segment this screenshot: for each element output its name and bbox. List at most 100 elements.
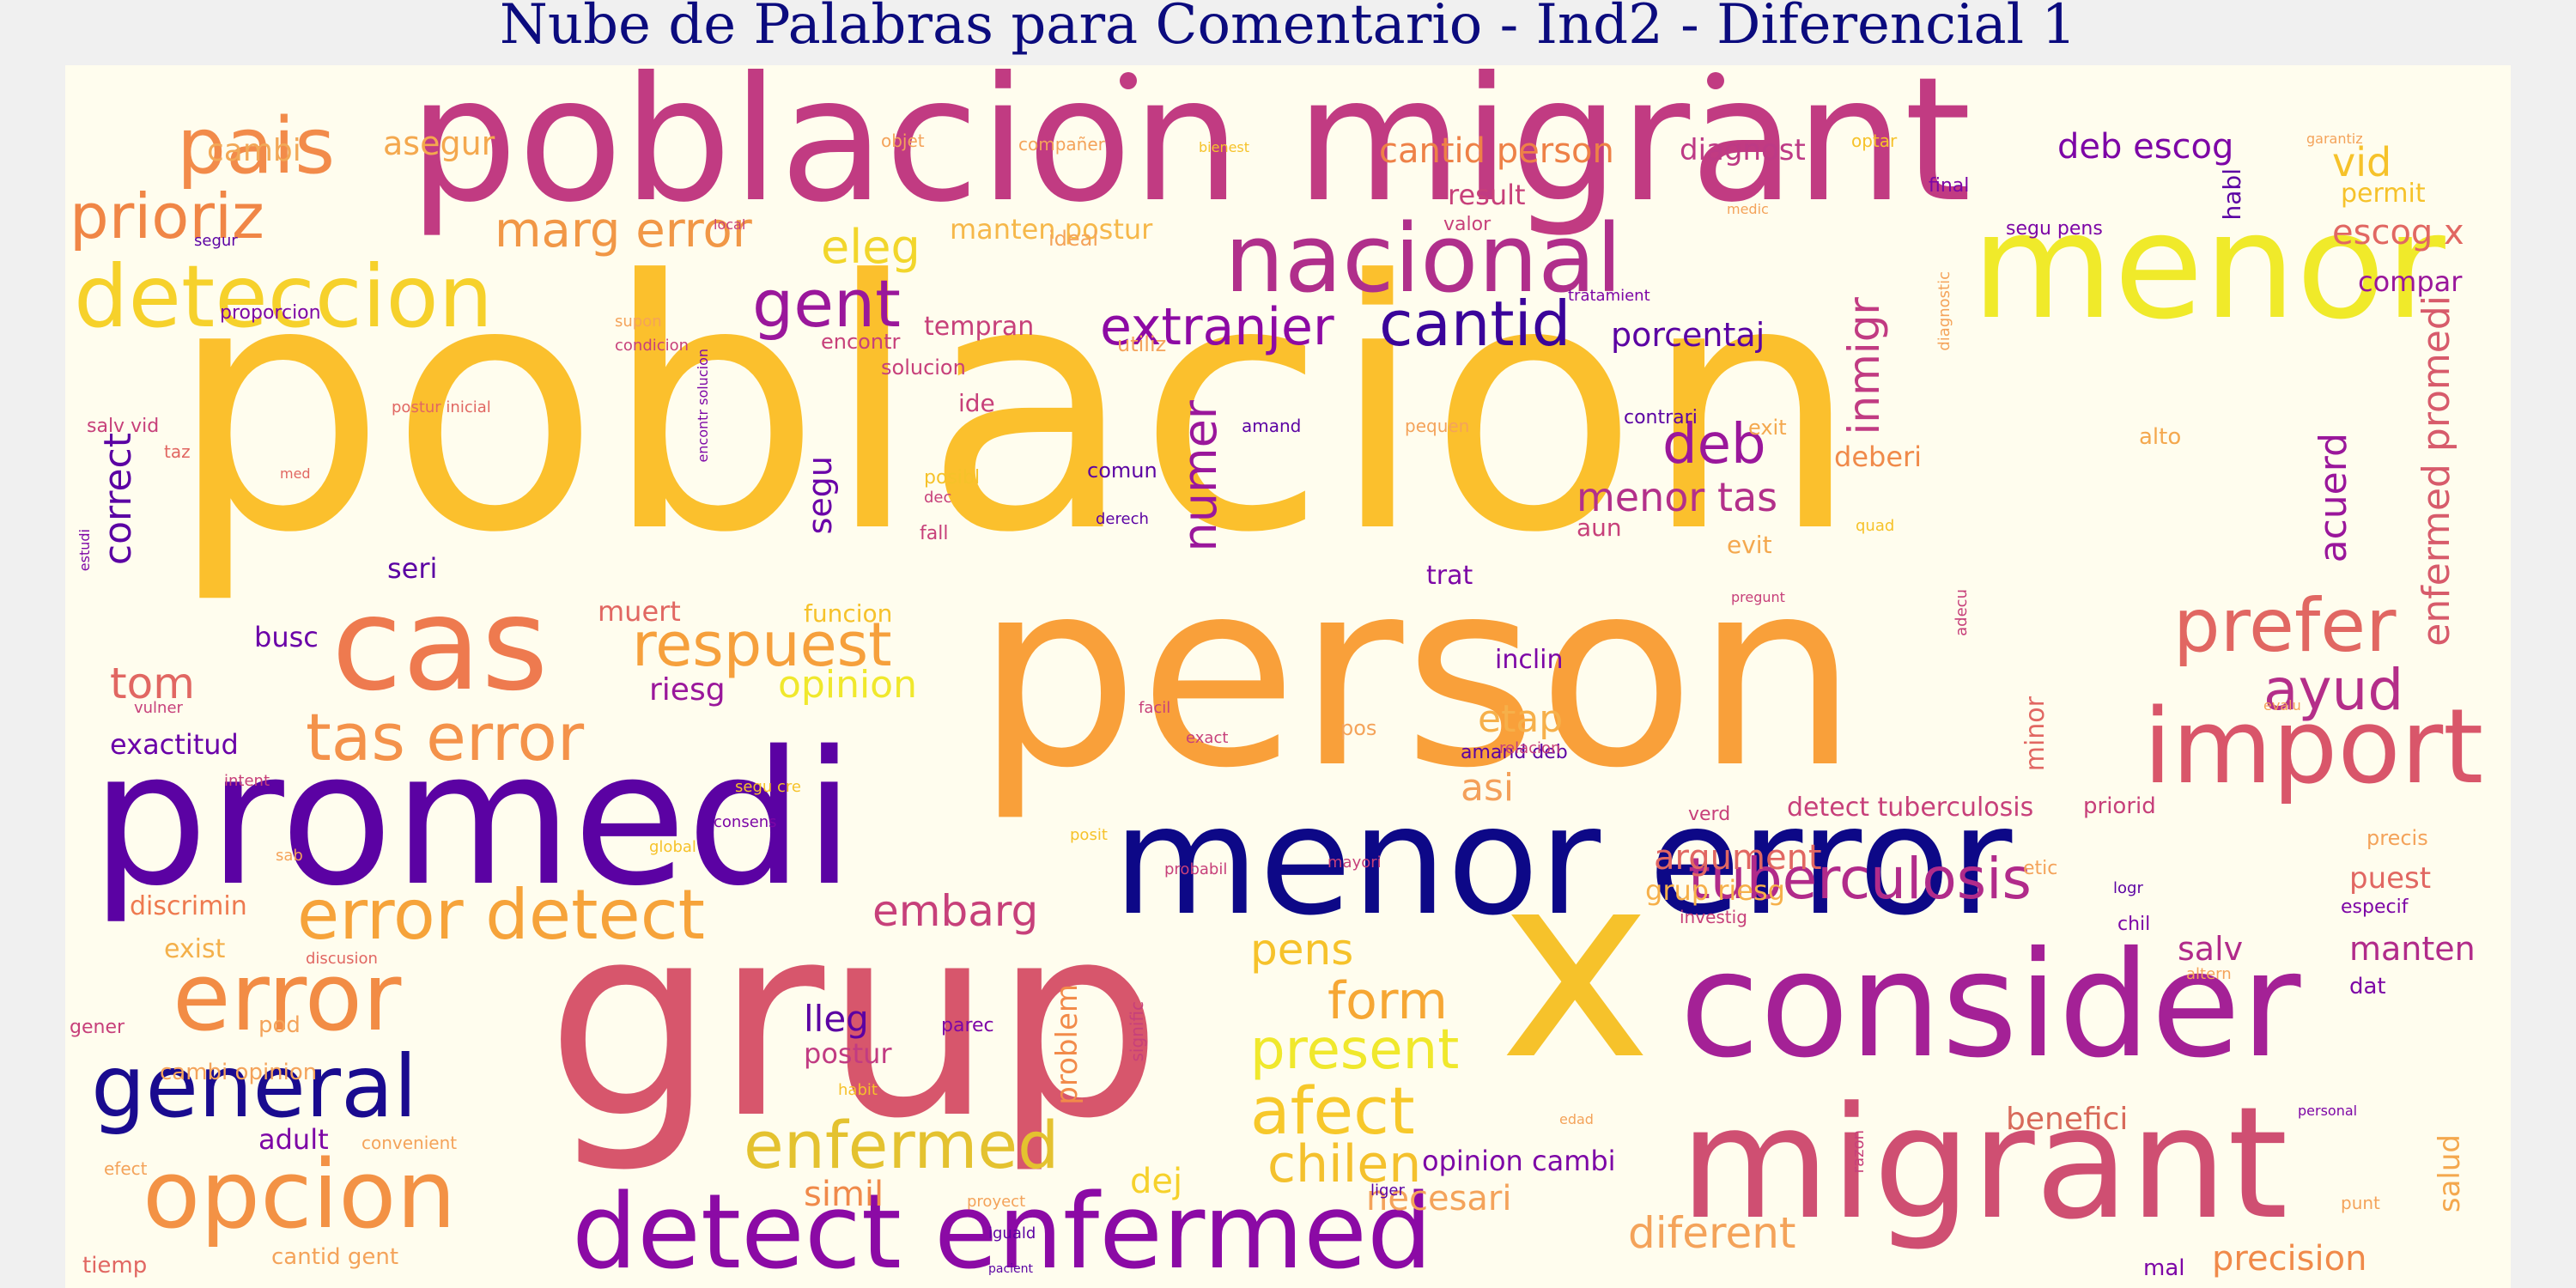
chart-title: Nube de Palabras para Comentario - Ind2 …	[499, 0, 2077, 57]
word-cantid: cantid	[1379, 288, 1571, 360]
word-bienest: bienest	[1199, 139, 1250, 155]
word-numer: numer	[1173, 400, 1227, 552]
word-razon: razon	[1850, 1130, 1868, 1174]
word-cloud: poblacion person poblacion migrant grup …	[65, 65, 2511, 1288]
word-proporcion: proporcion	[220, 302, 321, 324]
word-local: local	[714, 216, 746, 233]
word-parec: parec	[941, 1015, 994, 1036]
word-especif: especif	[2341, 896, 2409, 918]
word-optar: optar	[1851, 131, 1898, 151]
word-exist: exist	[164, 934, 226, 964]
word-deteccion: deteccion	[74, 246, 494, 347]
word-deberi: deberi	[1834, 440, 1923, 473]
word-ideal: ideal	[1048, 227, 1099, 251]
word-global: global	[649, 838, 696, 856]
word-x: x	[1499, 817, 1652, 1116]
word-salv: salv	[2178, 930, 2244, 968]
word-permit: permit	[2341, 179, 2426, 209]
word-inclin: inclin	[1495, 645, 1564, 675]
word-poblacion-migrant: poblacion migrant	[409, 65, 1971, 240]
word-muert: muert	[598, 595, 681, 628]
word-afect: afect	[1250, 1072, 1415, 1149]
word-sab: sab	[276, 847, 303, 865]
word-cambi: cambi	[207, 133, 301, 168]
word-aun: aun	[1577, 513, 1622, 542]
word-cantid-gent: cantid gent	[271, 1244, 399, 1270]
word-altern: altern	[2186, 965, 2232, 983]
word-tratamient: tratamient	[1568, 287, 1650, 305]
word-pregunt: pregunt	[1731, 589, 1785, 605]
word-investig: investig	[1680, 907, 1747, 927]
word-nacional: nacional	[1224, 204, 1623, 313]
word-segur: segur	[194, 232, 238, 250]
word-edad: edad	[1559, 1111, 1594, 1127]
word-gent: gent	[752, 265, 901, 342]
word-personal: personal	[2298, 1103, 2358, 1119]
word-form: form	[1327, 971, 1448, 1031]
word-grup-riesg: grup riesg	[1645, 874, 1785, 907]
word-intent: intent	[224, 772, 270, 790]
word-encontr-solucion: encontr solucion	[695, 349, 711, 463]
word-objet: objet	[881, 131, 925, 151]
word-postur: postur	[804, 1037, 892, 1070]
word-inmigr: inmigr	[1839, 297, 1889, 435]
word-mal: mal	[2143, 1255, 2185, 1281]
word-pacient: pacient	[988, 1262, 1034, 1276]
word-opinion-cambi: opinion cambi	[1422, 1145, 1616, 1177]
word-chilen: chilen	[1267, 1134, 1422, 1194]
word-migrant: migrant	[1680, 1074, 2288, 1254]
word-final: final	[1929, 175, 1970, 197]
word-puest: puest	[2349, 861, 2432, 896]
word-utiliz: utiliz	[1117, 332, 1167, 356]
word-dec: dec	[924, 489, 952, 507]
word-diagnostic: diagnostic	[1935, 271, 1953, 351]
word-consider: consider	[1680, 920, 2301, 1091]
word-valor: valor	[1443, 214, 1492, 235]
word-discrimin: discrimin	[130, 891, 247, 921]
word-funcion: funcion	[804, 599, 893, 628]
word-precis: precis	[2366, 826, 2428, 850]
word-alto: alto	[2139, 424, 2182, 450]
word-minor: minor	[2020, 696, 2050, 772]
word-detect-tuberculosis: detect tuberculosis	[1787, 793, 2034, 823]
word-menor: menor	[1971, 182, 2445, 352]
word-seri: seri	[387, 552, 438, 585]
word-escog-x: escog x	[2332, 213, 2464, 252]
word-condicion: condicion	[615, 337, 690, 355]
word-cantid-person: cantid person	[1379, 131, 1614, 171]
word-lleg: lleg	[804, 998, 869, 1040]
word-probabil: probabil	[1164, 860, 1228, 878]
word-menor-tas: menor tas	[1577, 474, 1778, 520]
word-tempran: tempran	[924, 312, 1035, 342]
word-tas-error: tas error	[306, 699, 585, 775]
word-detect-enfermed: detect enfermed	[572, 1173, 1433, 1288]
word-contrari: contrari	[1624, 407, 1698, 428]
word-amand-deb: amand deb	[1461, 742, 1568, 763]
word-encontr: encontr	[821, 330, 901, 354]
word-porcentaj: porcentaj	[1611, 316, 1765, 354]
word-asegur: asegur	[383, 125, 495, 162]
word-diferent: diferent	[1628, 1208, 1796, 1258]
word-result: result	[1448, 179, 1526, 211]
word-liger: liger	[1370, 1182, 1405, 1200]
word-solucion: solucion	[881, 355, 966, 380]
word-etic: etic	[2023, 858, 2058, 879]
word-adult: adult	[258, 1123, 329, 1156]
word-eleg: eleg	[821, 220, 920, 274]
word-relacion: relacion	[1499, 739, 1561, 757]
dot-mark	[1707, 72, 1724, 89]
word-prioriz: prioriz	[70, 180, 264, 252]
word-adecu: adecu	[1953, 589, 1971, 636]
word-poblacion: poblacion	[168, 209, 1864, 608]
word-opcion: opcion	[143, 1139, 457, 1249]
word-etap: etap	[1478, 697, 1564, 741]
word-fall: fall	[920, 523, 949, 544]
word-tom: tom	[110, 659, 195, 708]
word-vid: vid	[2332, 139, 2392, 185]
word-present: present	[1250, 1018, 1460, 1082]
word-deb-escog: deb escog	[2057, 127, 2234, 167]
word-import: import	[2143, 688, 2484, 807]
word-ayud: ayud	[2263, 657, 2404, 723]
word-busc: busc	[254, 621, 319, 653]
word-marg-error: marg error	[495, 203, 752, 258]
